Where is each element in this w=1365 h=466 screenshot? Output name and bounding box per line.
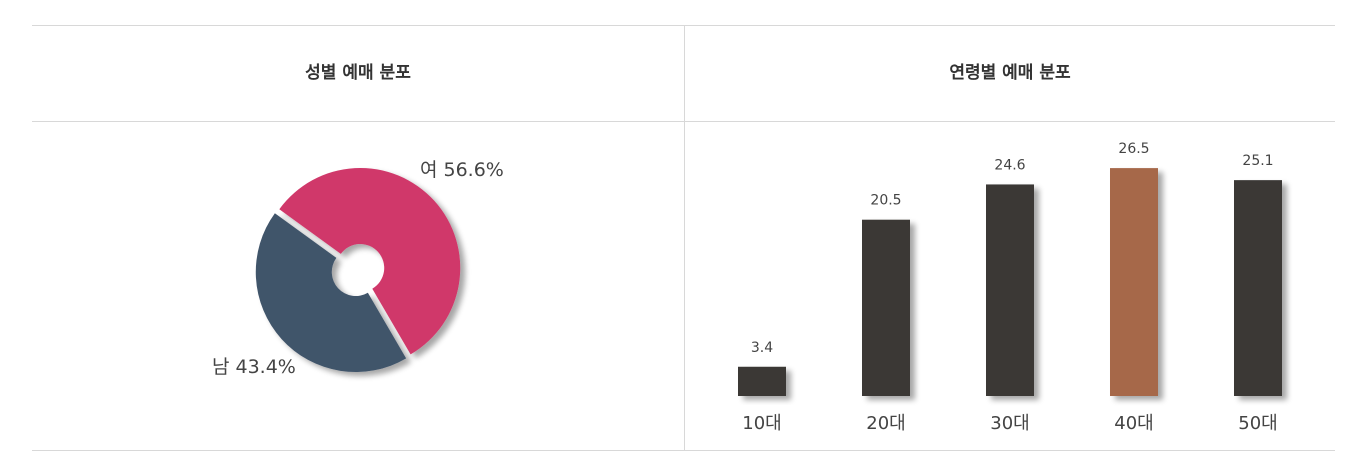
x-tick-label: 50대 [1238,413,1277,434]
bar [1110,168,1158,396]
slice-category: 여 [420,159,437,181]
value-label: 24.6 [994,157,1025,173]
value-label: 26.5 [1118,141,1149,157]
x-tick-label: 40대 [1114,413,1153,434]
pie-slice [279,167,461,355]
chart-title: 성별 예매 분포 [305,63,411,83]
bar [738,366,786,396]
slice-label: 남 43.4% [212,356,296,378]
x-tick-label: 10대 [742,413,781,434]
chart-title: 연령별 예매 분포 [949,62,1071,83]
value-label: 3.4 [751,340,773,356]
slice-value: 43.4% [235,356,295,378]
pie-slice [255,213,407,373]
x-tick-label: 20대 [866,413,905,434]
pie [255,167,461,373]
slice-label: 여 56.6% [420,159,504,181]
slice-category: 남 [212,356,229,378]
bar [1234,180,1282,396]
x-tick-label: 30대 [990,413,1029,434]
slice-value: 56.6% [443,159,503,181]
value-label: 25.1 [1242,153,1273,169]
bar [862,219,910,396]
bar [986,184,1034,396]
value-label: 20.5 [870,193,901,209]
